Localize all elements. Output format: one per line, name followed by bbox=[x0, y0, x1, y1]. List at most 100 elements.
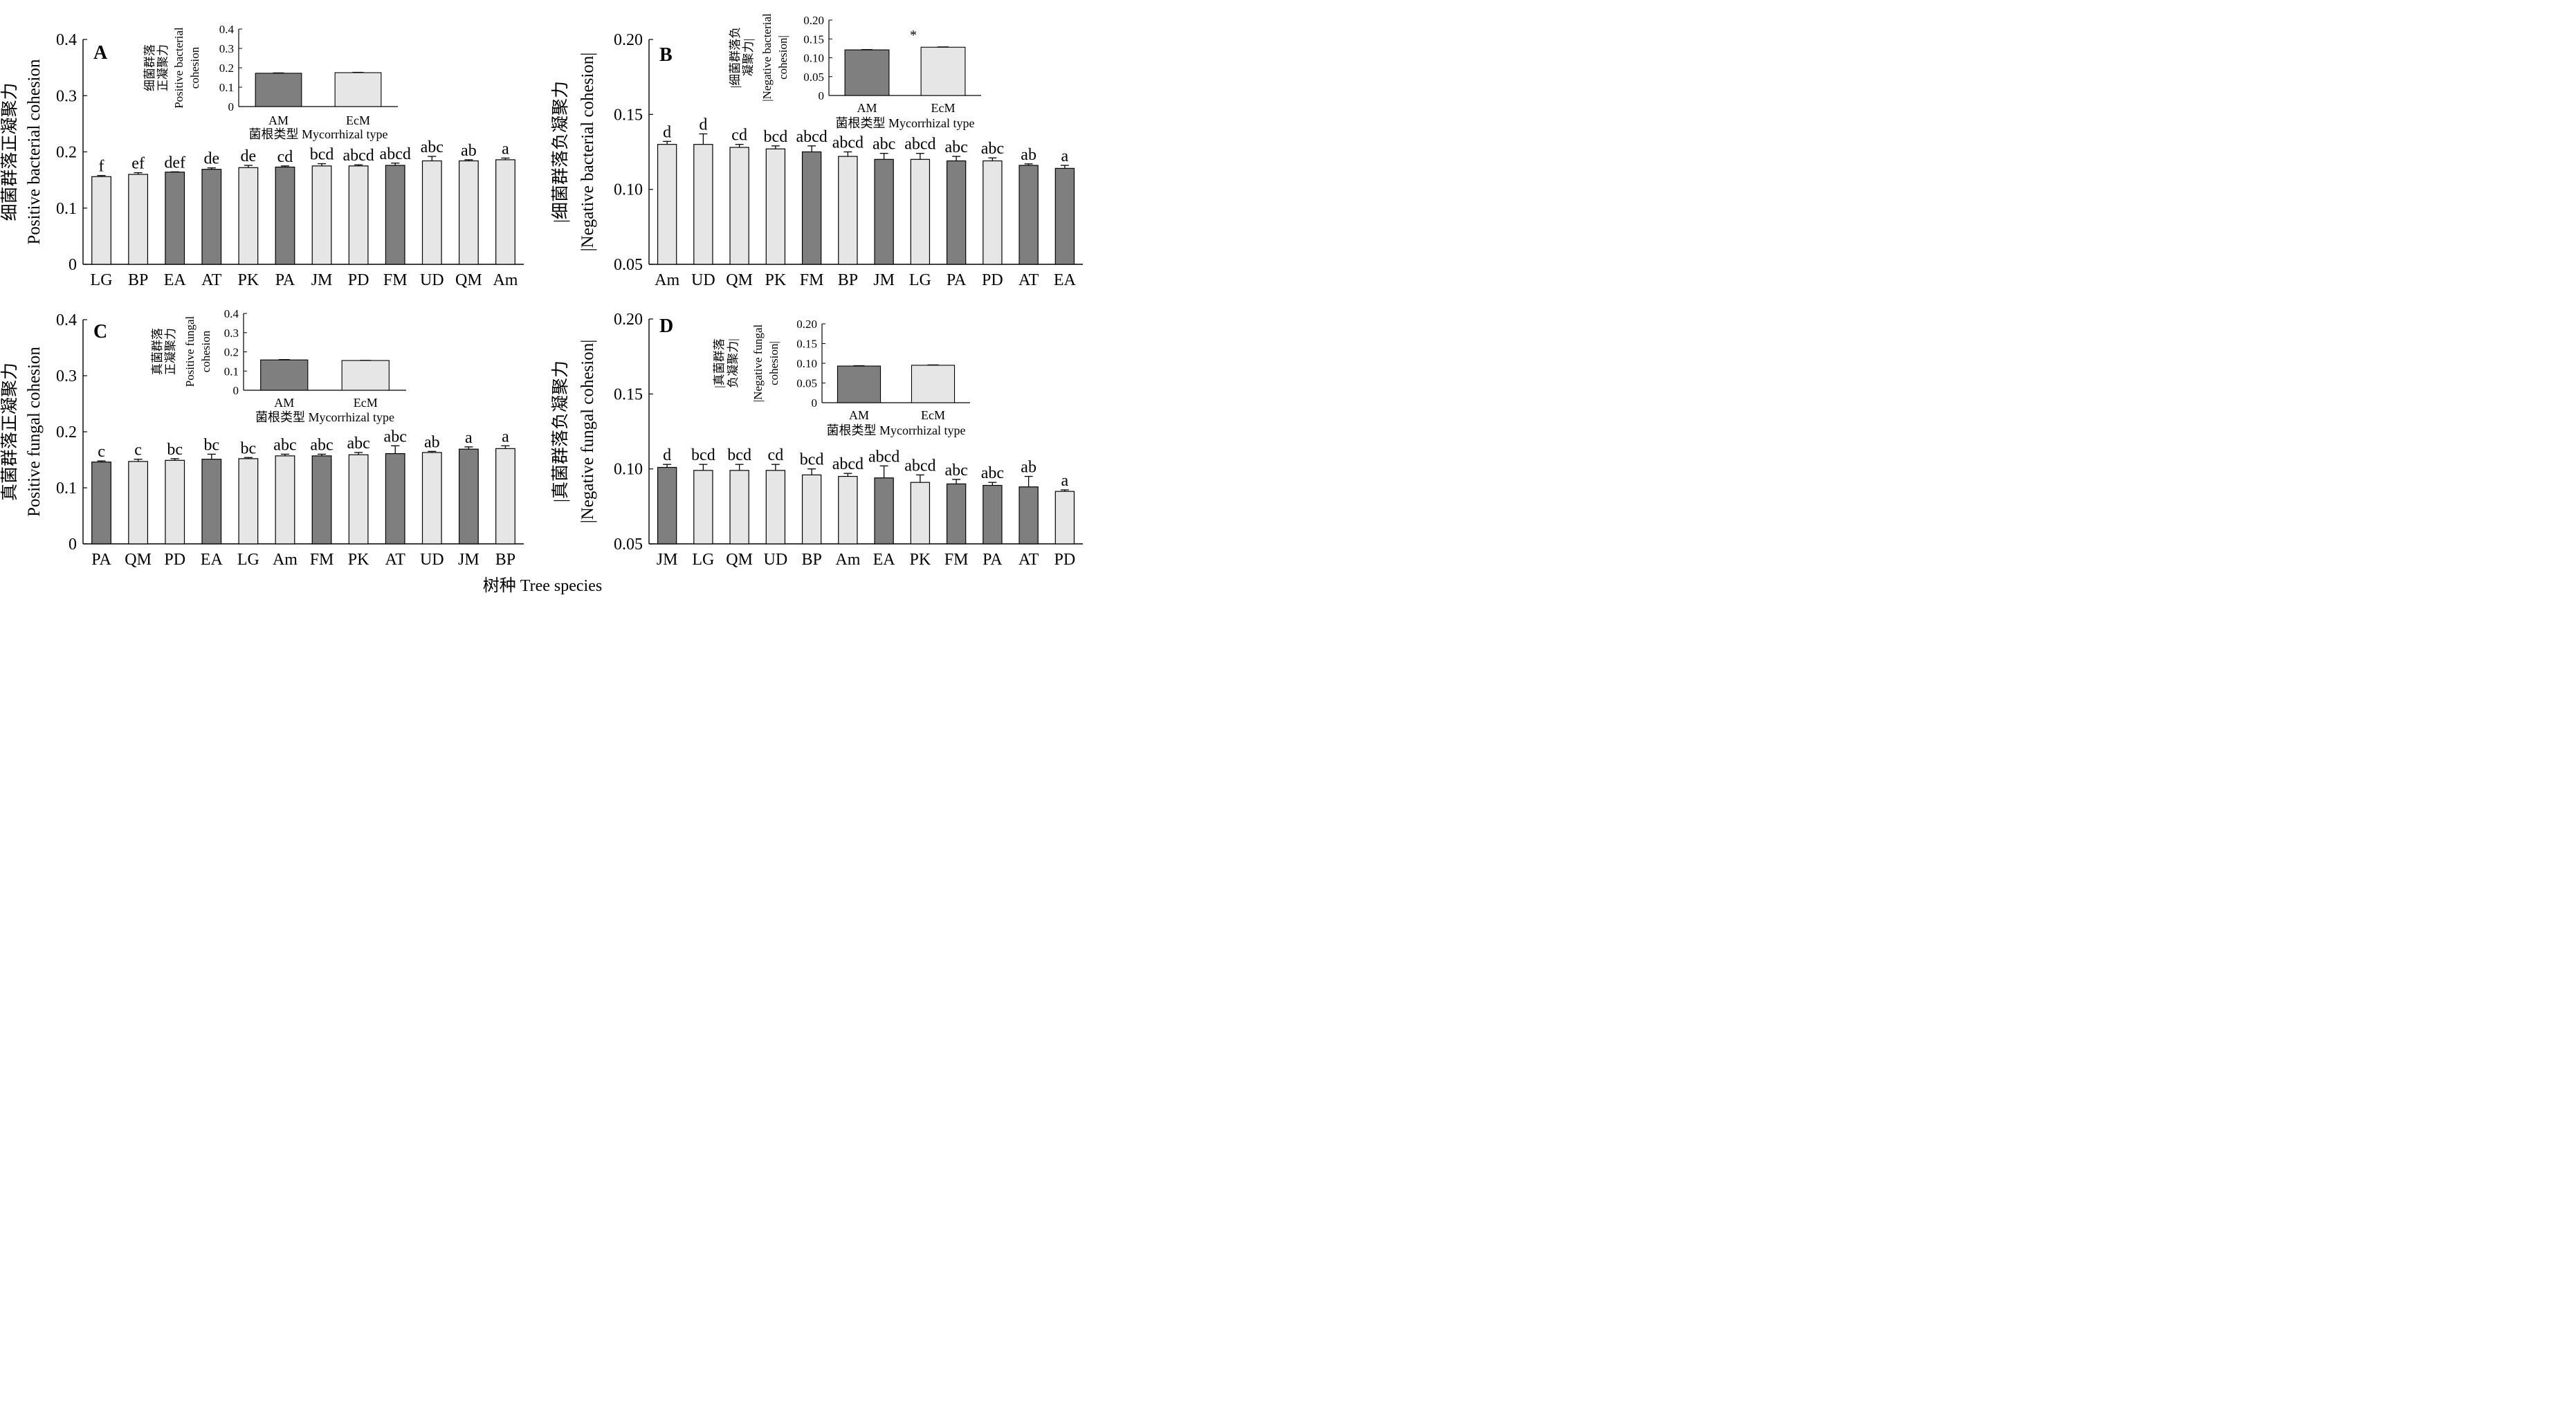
x-tick-label: JM bbox=[657, 551, 678, 569]
x-tick-label: PK bbox=[348, 551, 369, 569]
x-tick-label: PA bbox=[983, 551, 1003, 569]
bar-bp bbox=[801, 474, 822, 545]
inset-y-tick-label: 0.10 bbox=[796, 357, 817, 370]
bar-jm bbox=[657, 466, 677, 545]
inset-x-tick-label: EcM bbox=[346, 113, 370, 127]
panel-label: C bbox=[93, 321, 107, 343]
significance-letter: d bbox=[699, 116, 707, 134]
y-axis-title-en: |Negative bacterial cohesion| bbox=[578, 53, 597, 252]
bar-qm bbox=[458, 160, 479, 265]
inset-x-tick-label: EcM bbox=[354, 396, 378, 410]
inset-y-tick-label: 0.2 bbox=[219, 62, 234, 75]
y-tick-label: 0.2 bbox=[56, 423, 77, 441]
inset-y-tick-label: 0 bbox=[812, 396, 818, 410]
bar-qm bbox=[729, 470, 749, 545]
significance-letter: a bbox=[502, 428, 509, 446]
panel-label: D bbox=[659, 316, 673, 337]
x-tick-label: QM bbox=[455, 271, 482, 289]
bar-pa bbox=[946, 160, 967, 265]
inset-y-axis-title: Positive bacterial bbox=[172, 27, 185, 109]
inset-bar-am bbox=[255, 73, 302, 107]
bar-bp bbox=[495, 448, 515, 545]
inset-y-axis-title: cohesion bbox=[188, 46, 201, 89]
inset-a: 0 0.1 0.2 0.3 0.4 细菌群落 正凝聚力 Positive bacterial c… bbox=[143, 23, 398, 141]
significance-letter: abc bbox=[873, 136, 895, 154]
significance-letter: de bbox=[203, 150, 219, 168]
x-tick-label: EA bbox=[201, 551, 223, 569]
inset-y-tick-label: 0.05 bbox=[796, 377, 817, 390]
bar-ud bbox=[421, 160, 442, 265]
y-axis-title-cn: 真菌群落正凝聚力 bbox=[0, 363, 19, 501]
inset-x-tick-label: AM bbox=[274, 396, 294, 410]
panel-b: 0.05 0.10 0.15 0.20 |细菌群落负凝聚力 |Negative bacte… bbox=[551, 13, 1083, 289]
x-tick-label: LG bbox=[909, 271, 931, 289]
bar-jm bbox=[311, 165, 332, 265]
bar-at bbox=[385, 453, 405, 545]
significance-letter: cd bbox=[768, 446, 784, 464]
inset-y-axis-title: 凝聚力| bbox=[742, 39, 755, 76]
figure: 0 0.1 0.2 0.3 0.4 细菌群落正凝聚力 Positive bacterial … bbox=[0, 13, 1083, 569]
bar-jm bbox=[458, 448, 479, 545]
inset-y-tick-label: 0.15 bbox=[803, 33, 824, 46]
y-tick-label: 0.4 bbox=[56, 31, 77, 49]
x-tick-label: PD bbox=[348, 271, 369, 289]
significance-letter: bcd bbox=[764, 128, 788, 146]
bar-am bbox=[495, 159, 515, 265]
inset-x-tick-label: EcM bbox=[931, 101, 956, 115]
significance-letter: bcd bbox=[727, 446, 751, 464]
y-axis-title-en: |Negative fungal cohesion| bbox=[578, 340, 597, 523]
inset-bar-am bbox=[844, 49, 890, 96]
x-tick-label: FM bbox=[310, 551, 334, 569]
y-axis-title-en: Positive bacterial cohesion bbox=[25, 59, 44, 244]
inset-y-tick-label: 0 bbox=[233, 384, 239, 397]
bar-ea bbox=[201, 459, 222, 545]
inset-y-tick-label: 0.10 bbox=[803, 52, 824, 65]
bar-lg bbox=[693, 470, 713, 545]
x-tick-label: LG bbox=[91, 271, 113, 289]
bar-lg bbox=[910, 158, 931, 265]
x-tick-label: BP bbox=[495, 551, 515, 569]
inset-y-axis-title: |Negative bacterial bbox=[760, 13, 774, 102]
inset-y-axis-title: 正凝聚力 bbox=[156, 44, 170, 91]
x-tick-label: LG bbox=[692, 551, 714, 569]
y-tick-label: 0.4 bbox=[56, 311, 77, 329]
inset-y-tick-label: 0.05 bbox=[803, 71, 824, 84]
x-tick-label: AT bbox=[201, 271, 222, 289]
x-tick-label: FM bbox=[944, 551, 969, 569]
bar-pd bbox=[348, 165, 369, 265]
bar-ud bbox=[693, 144, 713, 265]
inset-x-axis-title: 菌根类型 Mycorrhizal type bbox=[255, 410, 394, 424]
x-tick-label: Am bbox=[835, 551, 860, 569]
bar-pd bbox=[1054, 491, 1075, 545]
x-tick-label: PA bbox=[91, 551, 111, 569]
x-tick-label: PK bbox=[238, 271, 259, 289]
inset-y-axis-title: 真菌群落 bbox=[151, 328, 164, 375]
x-tick-label: UD bbox=[420, 551, 444, 569]
y-tick-label: 0.10 bbox=[614, 461, 643, 479]
bar-pa bbox=[91, 462, 111, 545]
bar-am bbox=[275, 455, 295, 545]
inset-y-axis-title: 细菌群落 bbox=[143, 44, 156, 91]
inset-bar-am bbox=[260, 359, 309, 391]
inset-bar-am bbox=[837, 365, 881, 403]
significance-letter: bcd bbox=[691, 446, 715, 464]
inset-d: 0 0.05 0.10 0.15 0.20 |真菌群落 负凝聚力| |Negative fun… bbox=[713, 318, 970, 437]
y-axis-title-cn: |细菌群落负凝聚力 bbox=[551, 81, 570, 223]
x-tick-label: AT bbox=[385, 551, 406, 569]
bar-pk bbox=[910, 482, 931, 545]
significance-letter: abcd bbox=[832, 134, 864, 152]
panel-label: A bbox=[93, 42, 108, 64]
significance-letter: abcd bbox=[342, 147, 374, 165]
inset-y-axis-title: 正凝聚力 bbox=[164, 328, 177, 375]
significance-letter: bc bbox=[203, 436, 219, 454]
inset-y-axis-title: cohesion| bbox=[767, 341, 780, 385]
inset-x-tick-label: AM bbox=[857, 101, 877, 115]
bar-lg bbox=[238, 458, 259, 545]
significance-letter: d bbox=[663, 446, 671, 464]
inset-x-tick-label: EcM bbox=[921, 408, 945, 422]
bar-at bbox=[1018, 165, 1039, 265]
panel-c: 0 0.1 0.2 0.3 0.4 真菌群落正凝聚力 Positive fungal coh… bbox=[0, 307, 524, 569]
inset-y-axis-title: cohesion bbox=[199, 330, 212, 372]
x-tick-label: BP bbox=[838, 271, 858, 289]
inset-x-tick-label: AM bbox=[268, 113, 289, 127]
